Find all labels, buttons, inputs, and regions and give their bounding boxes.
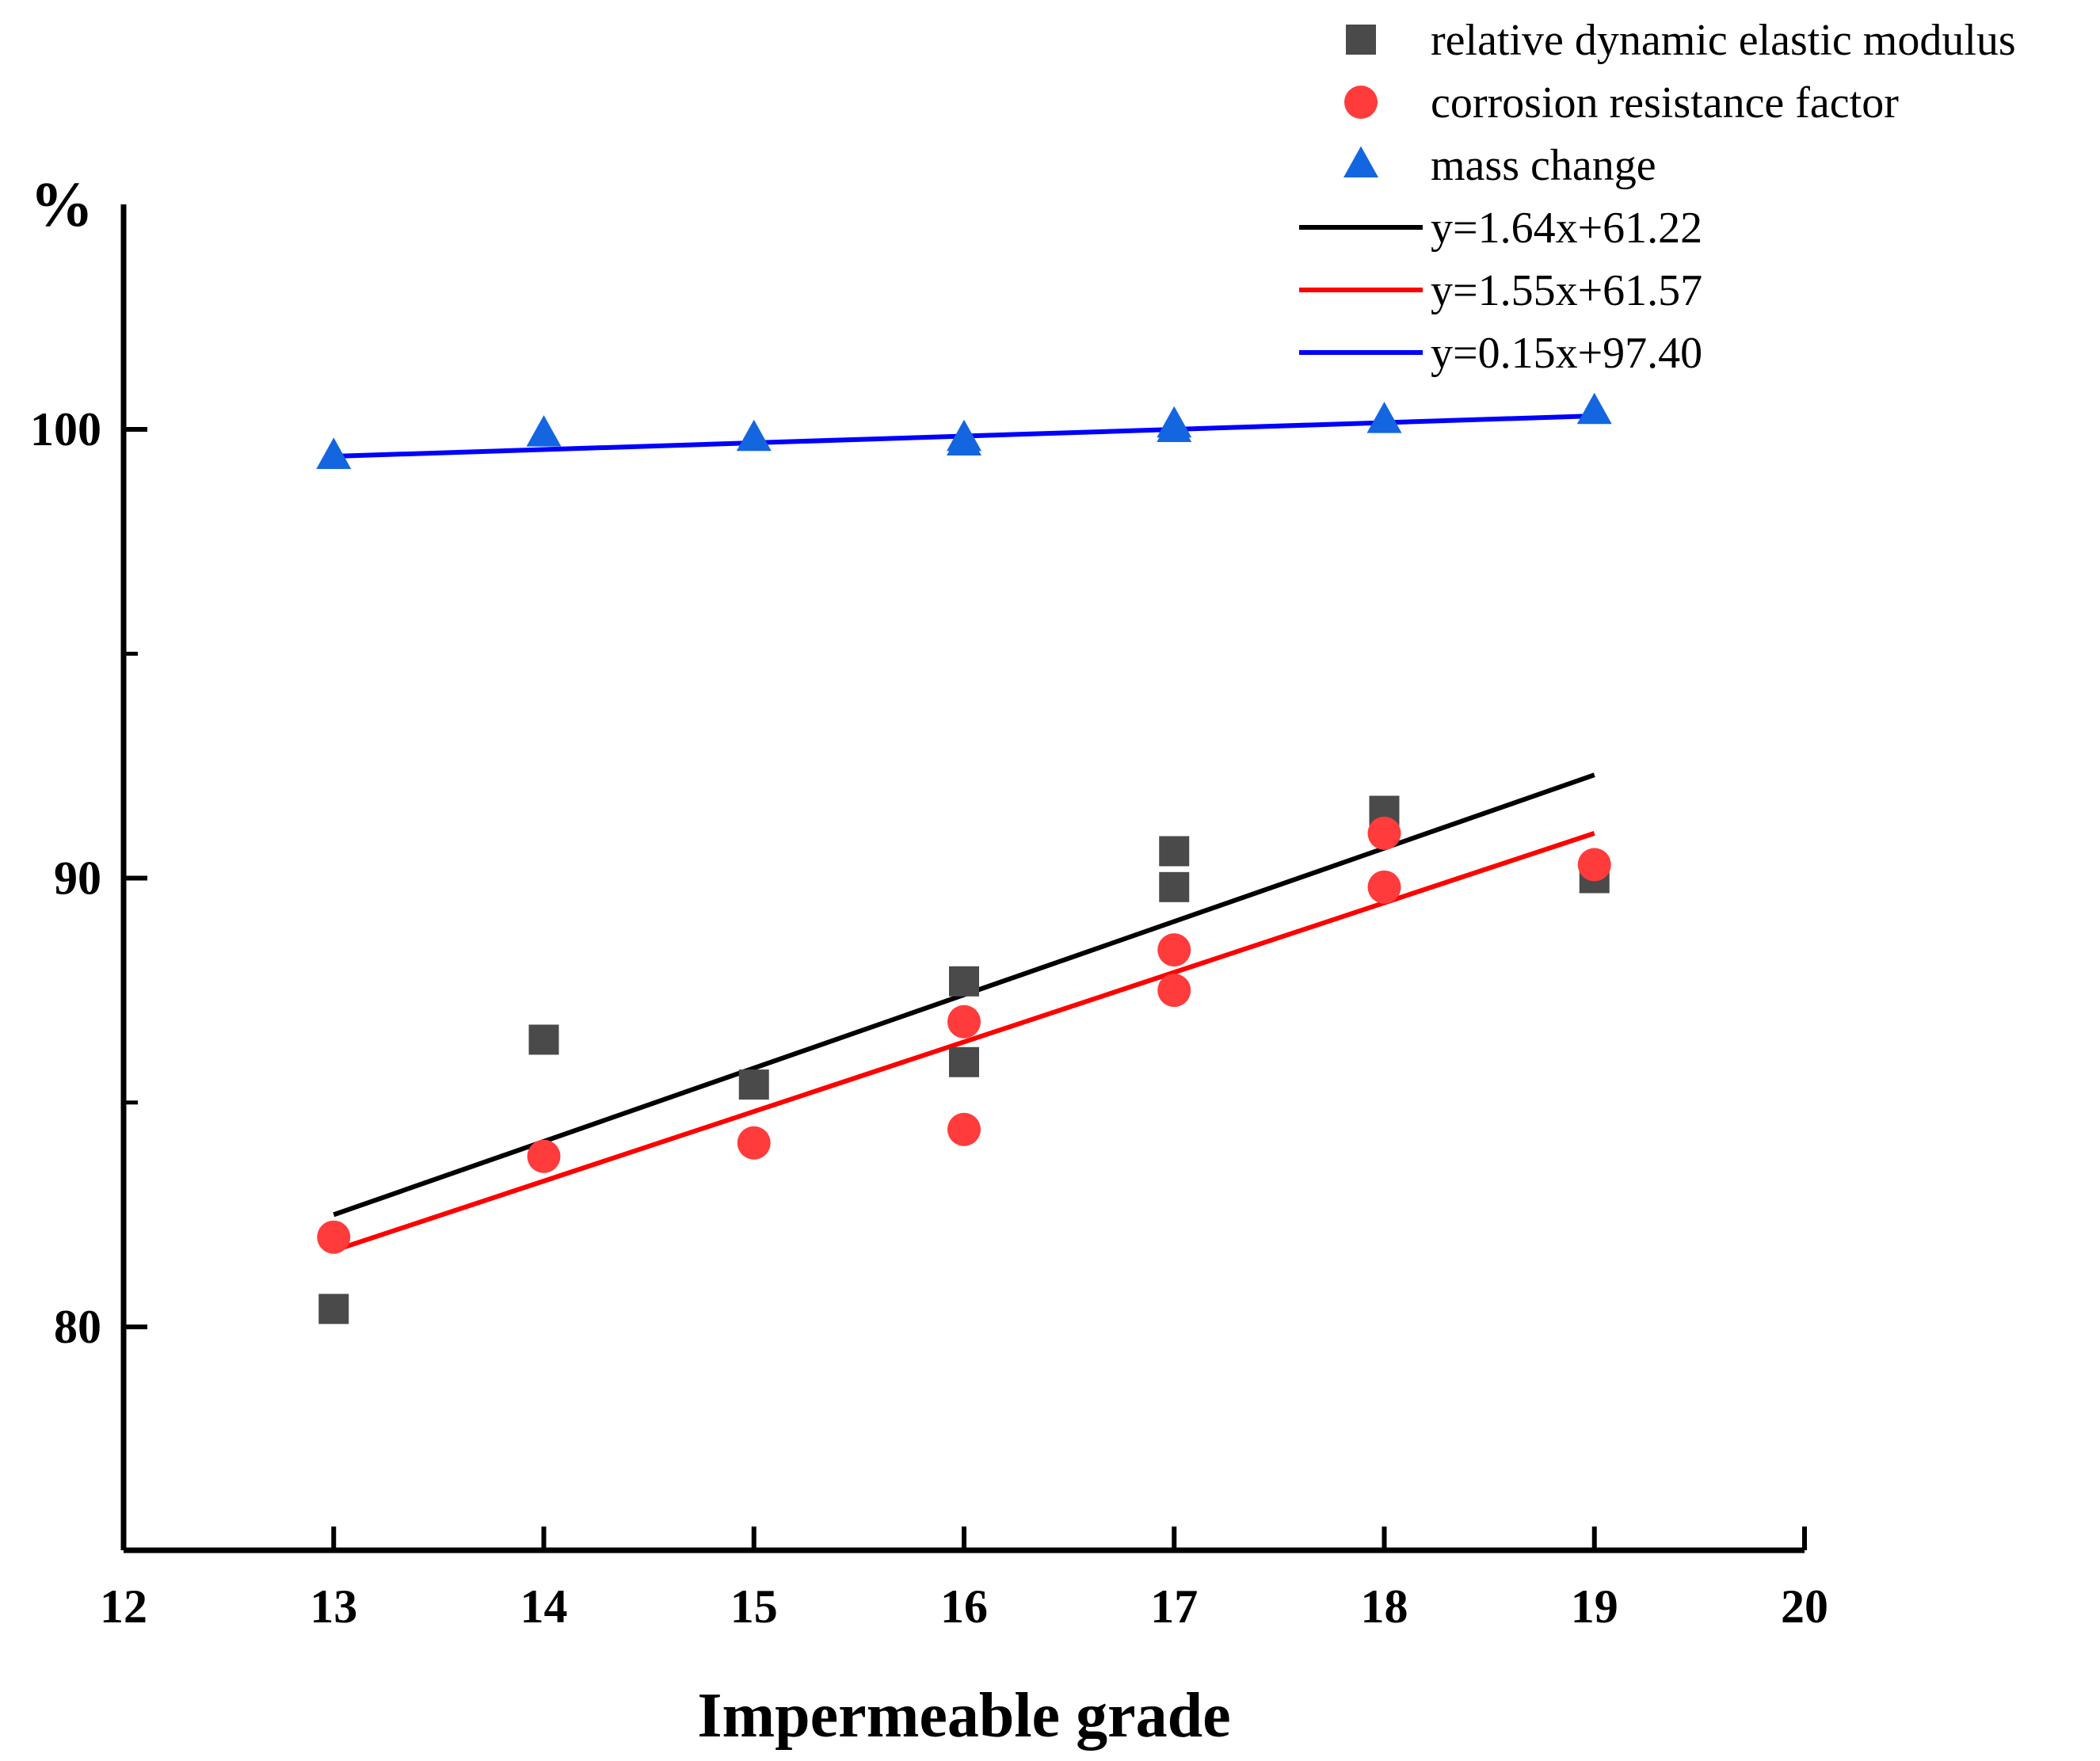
markers — [316, 392, 1612, 1325]
legend-label: y=1.55x+61.57 — [1431, 266, 1702, 315]
point-triangle — [316, 437, 352, 469]
y-tick-label: 100 — [30, 403, 101, 455]
legend-symbol-square — [1346, 25, 1376, 55]
point-circle — [527, 1139, 561, 1173]
x-tick-label: 16 — [940, 1580, 988, 1633]
point-square — [949, 1046, 979, 1077]
point-square — [318, 1294, 349, 1325]
point-circle — [1367, 816, 1401, 850]
point-circle — [737, 1126, 771, 1160]
x-tick-label: 15 — [730, 1580, 778, 1633]
x-tick-label: 17 — [1150, 1580, 1198, 1633]
point-triangle — [736, 419, 772, 452]
point-circle — [1157, 974, 1191, 1008]
point-triangle — [526, 415, 562, 447]
legend-symbol-triangle — [1343, 146, 1378, 177]
point-square — [528, 1024, 559, 1055]
plot-area: 12 13 14 15 16 17 18 19 20 80 90 100 — [30, 204, 1828, 1633]
point-triangle — [1366, 402, 1402, 433]
point-square — [949, 966, 979, 997]
point-circle — [1157, 933, 1191, 967]
legend-label: mass change — [1431, 141, 1656, 190]
legend-symbol-circle — [1344, 86, 1378, 119]
legend-label: relative dynamic elastic modulus — [1431, 16, 2016, 65]
point-triangle — [1576, 392, 1612, 425]
x-tick-label: 18 — [1361, 1580, 1408, 1633]
point-square — [1159, 871, 1190, 902]
point-circle — [1577, 848, 1611, 882]
x-tick-label: 13 — [310, 1580, 357, 1633]
y-ticks: 80 90 100 — [30, 403, 147, 1353]
fit-line-2 — [333, 831, 1595, 1253]
point-square — [1159, 836, 1190, 867]
point-triangle — [947, 424, 981, 455]
x-ticks: 12 13 14 15 16 17 18 19 20 — [100, 1527, 1828, 1633]
legend-label: corrosion resistance factor — [1431, 78, 1899, 128]
x-tick-label: 12 — [100, 1580, 147, 1633]
y-tick-label: 90 — [54, 852, 101, 905]
y-axis-label: % — [30, 170, 93, 240]
point-circle — [317, 1220, 351, 1254]
point-square — [738, 1069, 769, 1100]
x-axis-label: Impermeable grade — [697, 1681, 1230, 1751]
legend: relative dynamic elastic modulus corrosio… — [1299, 16, 2016, 378]
legend-label: y=0.15x+97.40 — [1431, 329, 1702, 378]
point-circle — [947, 1112, 981, 1146]
point-circle — [947, 1004, 981, 1039]
legend-label: y=1.64x+61.22 — [1431, 204, 1702, 253]
point-triangle — [1157, 410, 1192, 442]
x-tick-label: 14 — [520, 1580, 568, 1633]
y-tick-label: 80 — [54, 1301, 101, 1353]
point-circle — [1367, 870, 1401, 904]
x-tick-label: 20 — [1781, 1580, 1828, 1633]
x-tick-label: 19 — [1571, 1580, 1618, 1633]
